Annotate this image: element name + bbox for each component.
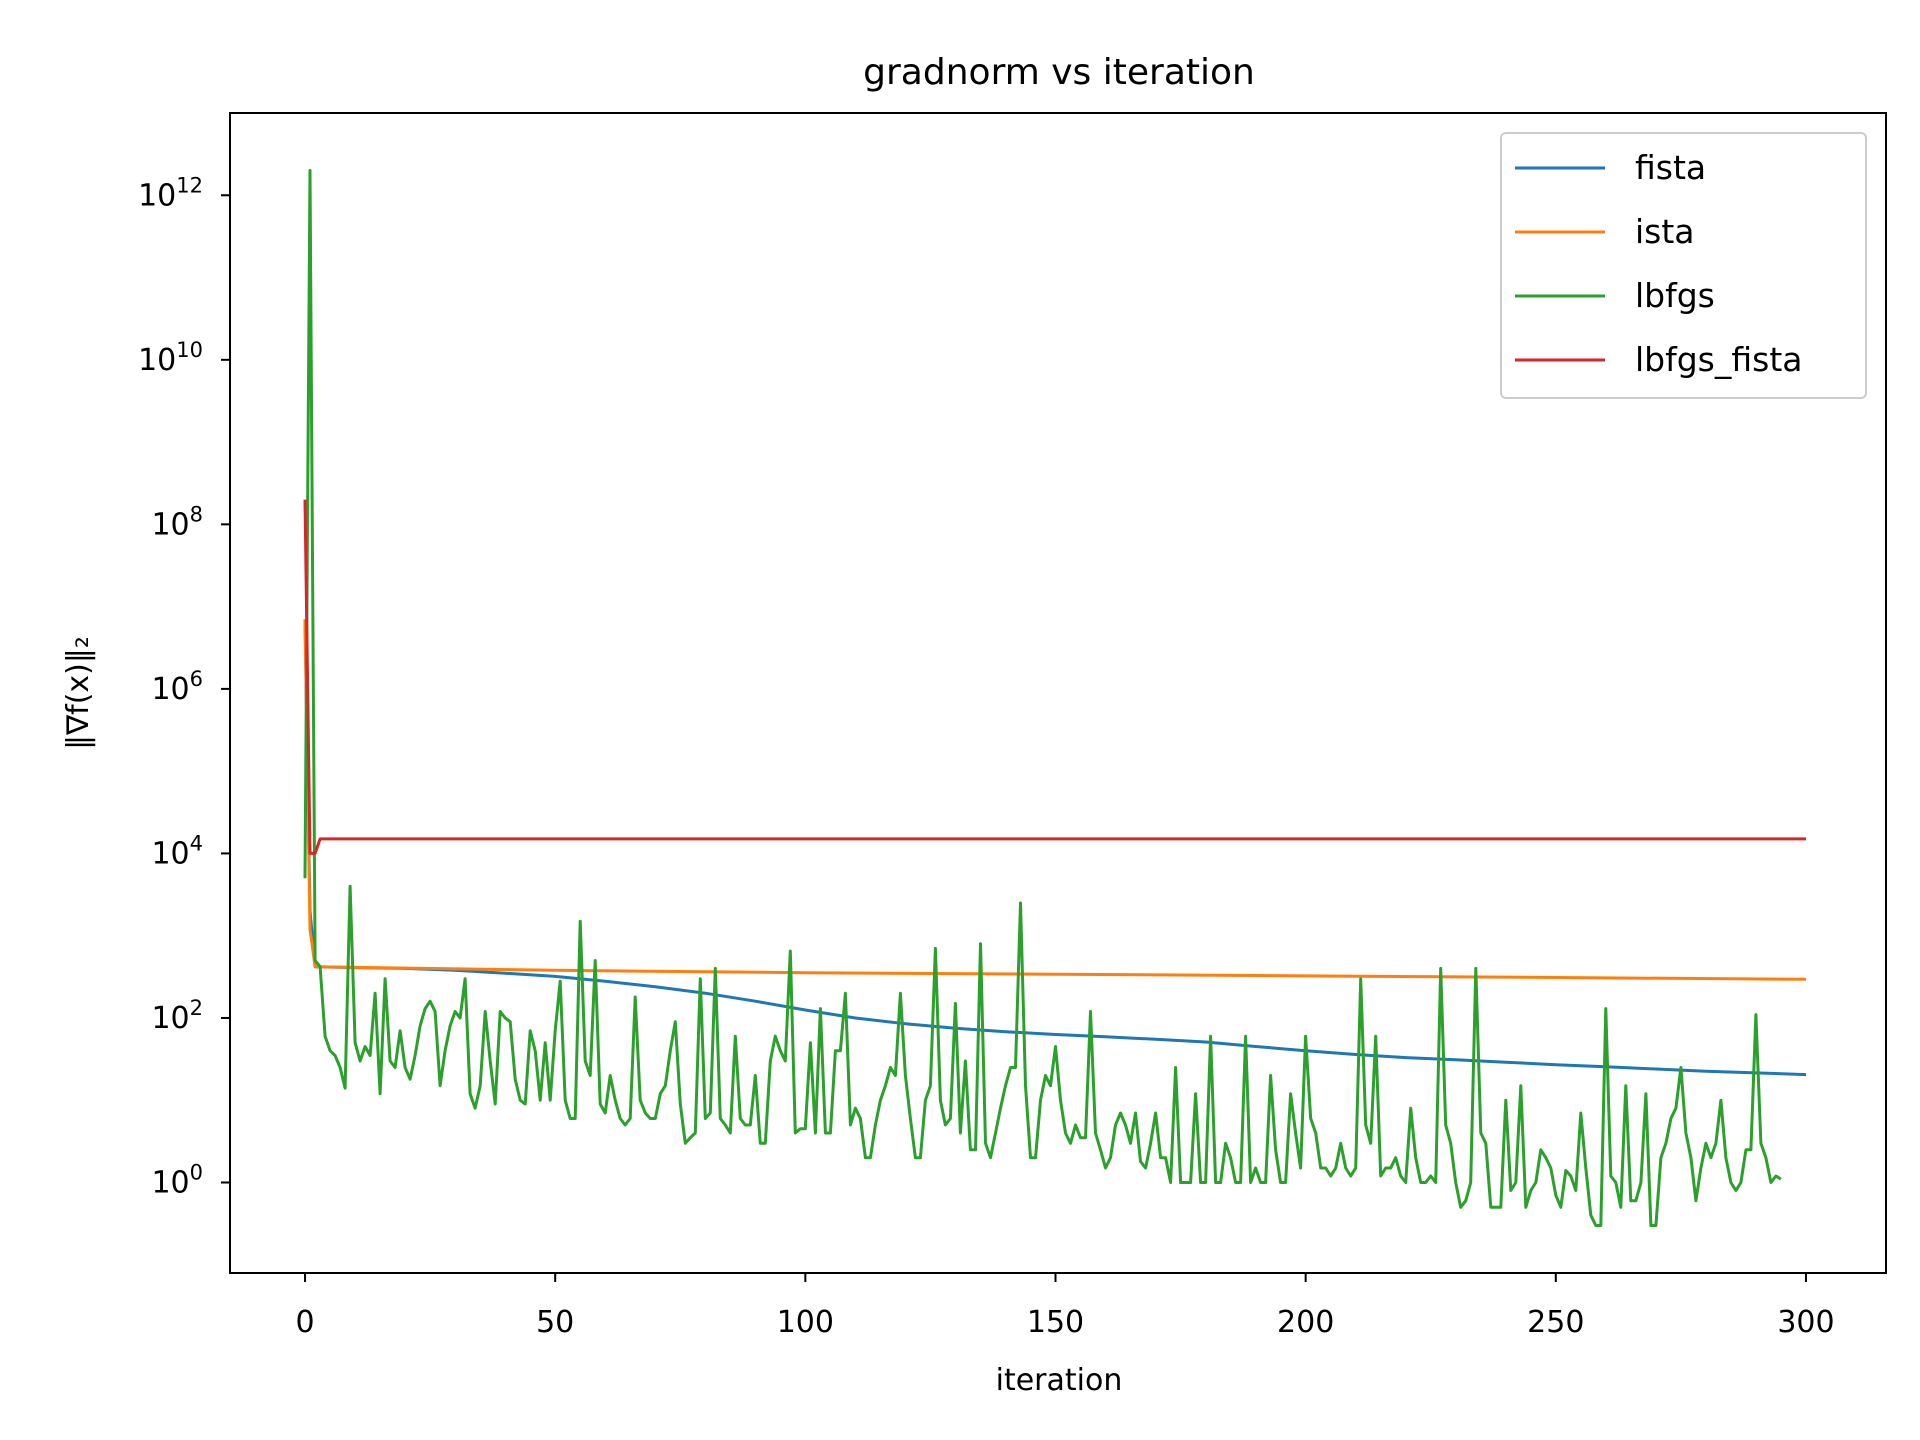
x-tick-label: 250 <box>1527 1305 1584 1340</box>
y-tick-label: 100 <box>151 1161 203 1201</box>
series-line-ista <box>303 619 1807 981</box>
y-tick-label: 108 <box>151 502 203 542</box>
plot-area-frame <box>229 112 1887 1274</box>
series-line-lbfgs-fista <box>303 499 1806 855</box>
y-axis: 100 102 104 106 108 1010 1012 <box>138 173 230 1201</box>
x-tick-label: 300 <box>1777 1305 1834 1340</box>
x-tick-label: 200 <box>1277 1305 1334 1340</box>
y-axis-label: ‖∇f(x)‖₂ <box>61 636 96 750</box>
legend-label-fista: fista <box>1635 148 1706 187</box>
y-tick-label: 102 <box>151 996 203 1036</box>
x-tick-label: 100 <box>777 1305 834 1340</box>
legend-label-ista: ista <box>1635 212 1695 251</box>
y-tick-label: 106 <box>151 667 203 707</box>
x-tick-label: 150 <box>1027 1305 1084 1340</box>
legend-label-lbfgs-fista: lbfgs_fista <box>1635 340 1803 379</box>
x-axis: 0 50 100 150 200 250 300 <box>295 1273 1835 1340</box>
x-tick-label: 50 <box>536 1305 574 1340</box>
x-tick-label: 0 <box>295 1305 314 1340</box>
legend-label-lbfgs: lbfgs <box>1635 276 1715 315</box>
y-tick-label: 104 <box>151 831 203 871</box>
x-axis-label: iteration <box>996 1363 1123 1398</box>
chart-title: gradnorm vs iteration <box>863 52 1255 93</box>
series-line-fista <box>303 619 1807 1077</box>
legend-box <box>1500 132 1867 399</box>
y-tick-label: 1010 <box>138 338 203 378</box>
legend: fista ista lbfgs lbfgs_fista <box>1500 132 1867 399</box>
y-tick-label: 1012 <box>138 173 203 213</box>
series-layer <box>303 169 1807 1227</box>
series-line-lbfgs <box>303 169 1782 1227</box>
